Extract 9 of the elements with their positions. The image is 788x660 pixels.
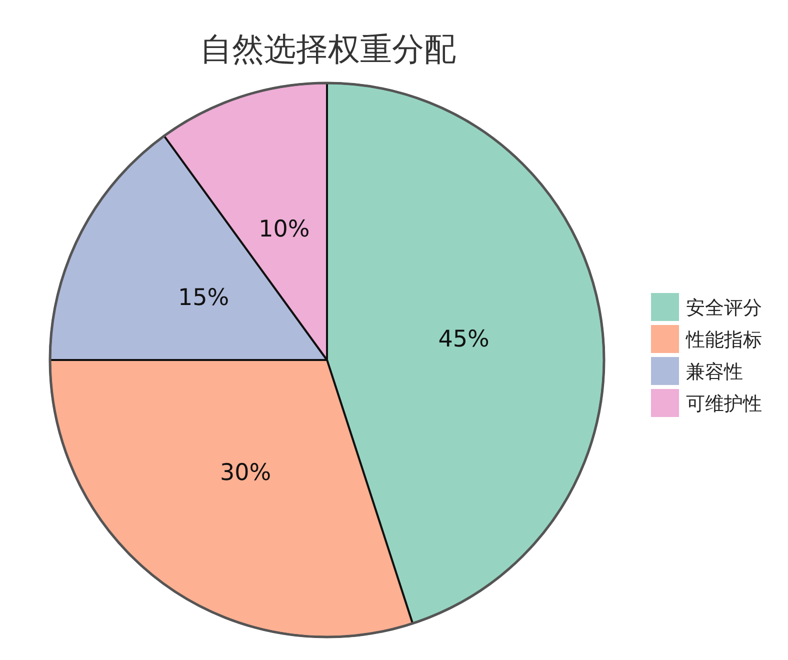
data-label: 15% bbox=[178, 285, 230, 312]
legend-label: 安全评分 bbox=[686, 297, 762, 319]
chart-title: 自然选择权重分配 bbox=[200, 30, 456, 68]
legend-label: 兼容性 bbox=[686, 361, 743, 383]
legend-label: 性能指标 bbox=[685, 329, 762, 351]
legend-label: 可维护性 bbox=[686, 393, 762, 415]
data-label: 30% bbox=[220, 460, 272, 486]
data-label: 10% bbox=[258, 216, 310, 242]
data-label: 45% bbox=[438, 326, 490, 352]
